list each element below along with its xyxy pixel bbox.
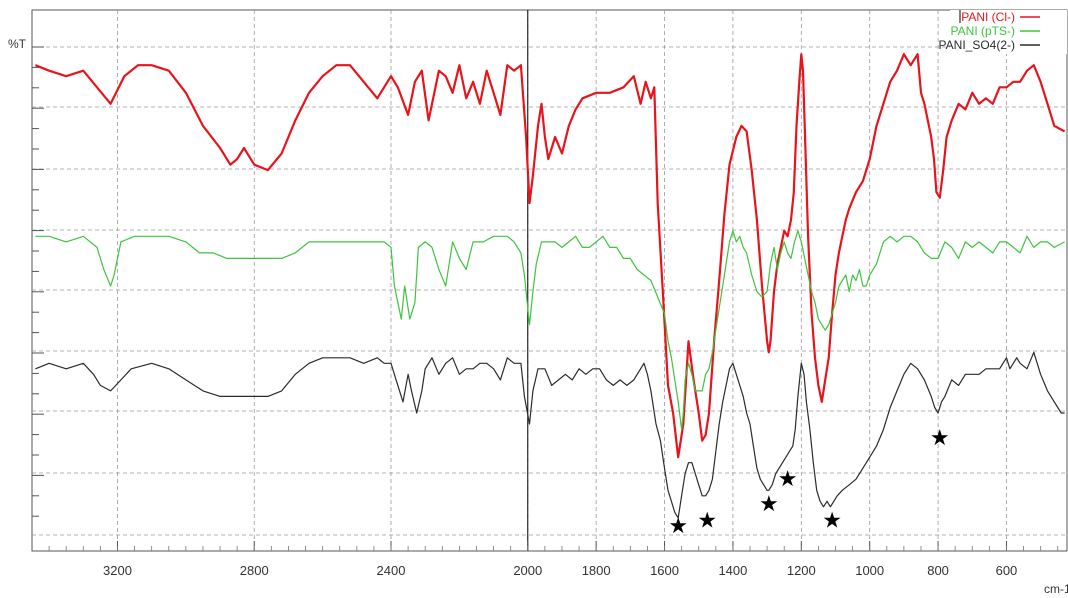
x-tick-label: 2800 <box>240 563 269 578</box>
x-tick-label: 1200 <box>787 563 816 578</box>
x-tick-label: 1400 <box>718 563 747 578</box>
x-axis-tick-labels: 3200 2800 2400 2000 1800 1600 1400 1200 1000 800 6… <box>48 541 1059 578</box>
legend-box <box>950 10 1067 54</box>
y-axis-label: %T <box>8 37 27 51</box>
x-tick-label: 1800 <box>582 563 611 578</box>
annotation-star: ★ <box>668 513 688 538</box>
grid-layer <box>31 9 1068 552</box>
x-tick-label: 600 <box>996 563 1018 578</box>
annotation-layer: ★ ★★★★★ <box>668 425 949 538</box>
legend-label: PANI (pTS-) <box>951 24 1015 38</box>
x-axis-label: cm-1 <box>1044 582 1068 593</box>
legend-label: PANI_SO4(2-) <box>939 38 1015 52</box>
plot-frame <box>31 9 1068 552</box>
series-line <box>35 351 1065 519</box>
x-tick-label: 1000 <box>855 563 884 578</box>
y-axis-ticks <box>32 46 44 517</box>
x-tick-label: 3200 <box>103 563 132 578</box>
annotation-star: ★ <box>759 491 779 516</box>
annotation-star: ★ <box>822 508 842 533</box>
annotation-star: ★ <box>930 425 950 450</box>
legend-label: PANI (Cl-) <box>961 10 1015 24</box>
series-line <box>35 230 1065 431</box>
x-tick-label: 2000 <box>513 563 542 578</box>
legend: PANI (Cl-)PANI (pTS-)PANI_SO4(2-) <box>939 10 1067 54</box>
annotation-star: ★ <box>697 508 717 533</box>
annotation-star: ★ <box>778 466 798 491</box>
x-tick-label: 1600 <box>650 563 679 578</box>
x-tick-label: 2400 <box>377 563 406 578</box>
series-line <box>34 53 1066 459</box>
series-layer <box>34 53 1066 519</box>
x-tick-label: 800 <box>927 563 949 578</box>
